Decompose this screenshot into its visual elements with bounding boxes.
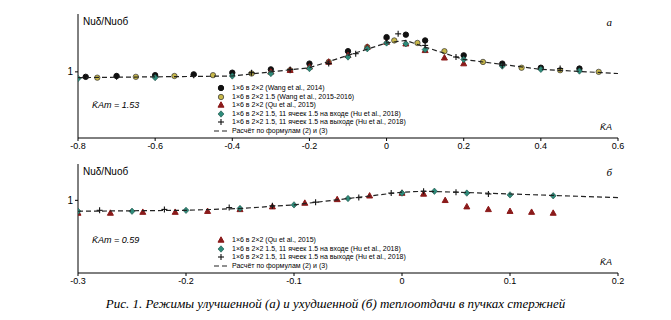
html-text:1×6 в 2×2 1.5, 11 ячеек 1.5 на: 1×6 в 2×2 1.5, 11 ячеек 1.5 на выходе (H… xyxy=(232,253,406,260)
html-text:K̄A: K̄A xyxy=(600,257,612,267)
html-text:Расчёт по формулам (2) и (3): Расчёт по формулам (2) и (3) xyxy=(232,261,328,269)
svg-text:-0.2: -0.2 xyxy=(302,141,318,151)
svg-text:1: 1 xyxy=(67,66,73,77)
svg-text:-0.6: -0.6 xyxy=(147,141,163,151)
html-text:K̄A: K̄A xyxy=(600,122,612,132)
html-text:Рис. 1. Режимы улучшенной (а): Рис. 1. Режимы улучшенной (а) и ухудшенн… xyxy=(105,296,566,311)
html-text:Nuδ/Nuоб: Nuδ/Nuоб xyxy=(83,16,129,27)
html-text:K̄Am = 1.53: K̄Am = 1.53 xyxy=(92,100,140,110)
svg-text:0: 0 xyxy=(399,276,404,286)
html-text:K̄Am = 0.59: K̄Am = 0.59 xyxy=(92,235,140,245)
html-text:1×6 в 2×2 1.5, 11 ячеек 1.5 на: 1×6 в 2×2 1.5, 11 ячеек 1.5 на входе (Hu… xyxy=(232,109,401,117)
html-text:1×6 в 2×2 1.5, 11 ячеек 1.5 на: 1×6 в 2×2 1.5, 11 ячеек 1.5 на входе (Hu… xyxy=(232,244,401,252)
svg-text:0.1: 0.1 xyxy=(504,276,517,286)
html-text:1×6 в 2×2 (Wang et al., 2014): 1×6 в 2×2 (Wang et al., 2014) xyxy=(232,84,325,91)
html-text:б: б xyxy=(606,166,612,178)
html-text:а: а xyxy=(606,16,612,28)
svg-text:0.2: 0.2 xyxy=(457,141,470,151)
html-text:Nuδ/Nuоб: Nuδ/Nuоб xyxy=(83,166,129,177)
html-text:1×6 в 2×2 (Qu et al., 2015): 1×6 в 2×2 (Qu et al., 2015) xyxy=(232,236,316,243)
html-text:1×6 в 2×2 (Qu et al., 2015): 1×6 в 2×2 (Qu et al., 2015) xyxy=(232,101,316,108)
svg-text:-0.4: -0.4 xyxy=(225,141,241,151)
svg-text:0.4: 0.4 xyxy=(535,141,548,151)
svg-text:1: 1 xyxy=(67,195,73,206)
svg-text:0.2: 0.2 xyxy=(612,276,625,286)
svg-text:0: 0 xyxy=(384,141,389,151)
svg-text:-0.8: -0.8 xyxy=(70,141,86,151)
html-text:1×6 в 2×2 1.5, 11 ячеек 1.5 на: 1×6 в 2×2 1.5, 11 ячеек 1.5 на выходе (H… xyxy=(232,118,406,125)
svg-text:-0.2: -0.2 xyxy=(178,276,194,286)
svg-text:-0.3: -0.3 xyxy=(70,276,86,286)
svg-text:-0.1: -0.1 xyxy=(286,276,302,286)
html-text:1×6 в 2×2 1.5 (Wang et al., 20: 1×6 в 2×2 1.5 (Wang et al., 2015-2016) xyxy=(232,92,355,100)
svg-text:0.6: 0.6 xyxy=(612,141,625,151)
html-text:Расчёт по формулам (2) и (3): Расчёт по формулам (2) и (3) xyxy=(232,126,328,134)
